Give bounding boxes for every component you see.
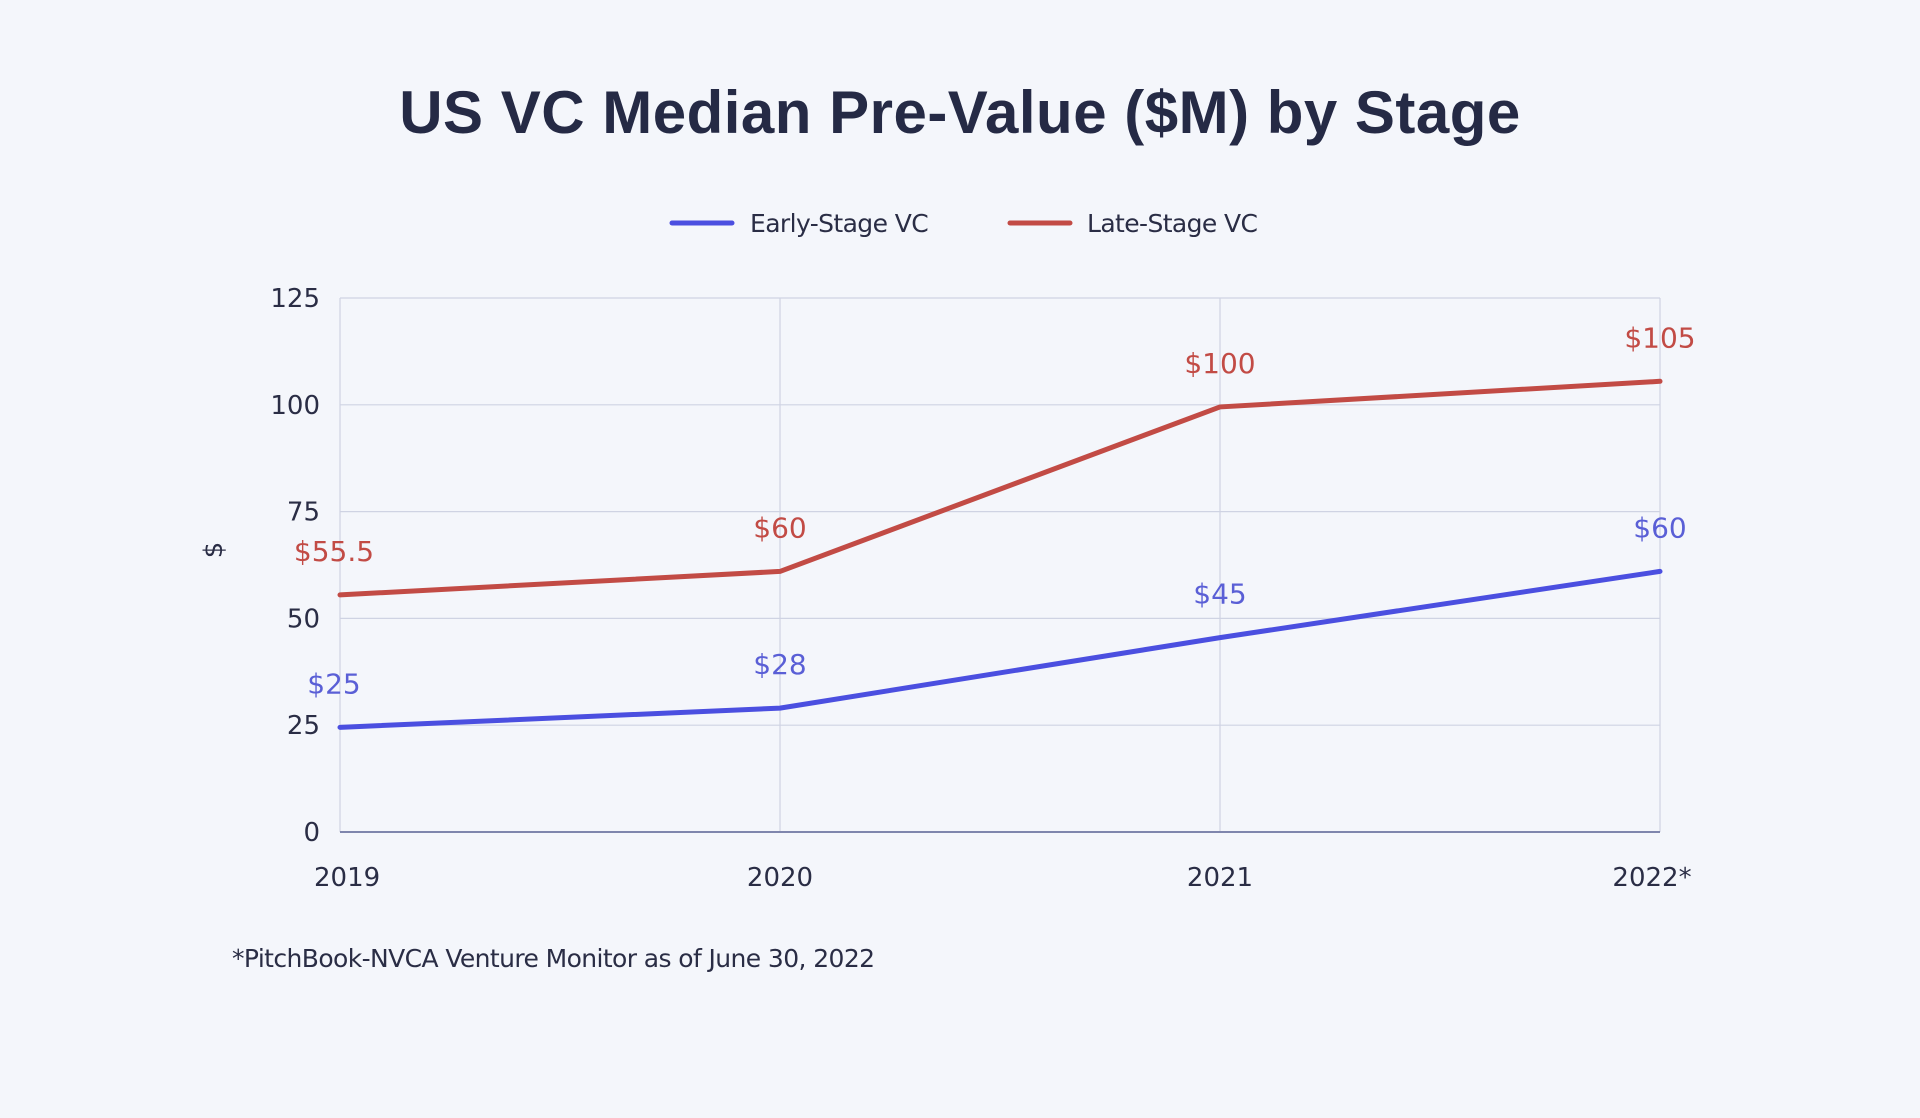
series-lines (337, 378, 1663, 730)
data-label: $25 (307, 667, 360, 700)
y-tick-label: 50 (287, 604, 320, 634)
data-label: $100 (1184, 347, 1255, 380)
grid (339, 297, 1661, 833)
x-tick-label: 2019 (314, 863, 380, 893)
x-tick-label: 2022* (1612, 863, 1691, 893)
data-label: $55.5 (294, 535, 374, 568)
series-line-early-stage (337, 568, 1663, 730)
x-tick-label: 2020 (747, 863, 813, 893)
legend-label: Early-Stage VC (750, 209, 928, 238)
data-label: $28 (753, 648, 806, 681)
y-tick-label: 25 (287, 711, 320, 741)
x-axis-ticks: 2019 2020 2021 2022* (314, 863, 1692, 893)
y-axis-label: $ (199, 542, 229, 559)
data-labels: $25 $28 $45 $60 $55.5 $60 $100 $105 (294, 321, 1696, 700)
legend-label: Late-Stage VC (1087, 209, 1258, 238)
y-axis-ticks: 0 25 50 75 100 125 (270, 284, 320, 848)
chart-title: US VC Median Pre-Value ($M) by Stage (399, 79, 1521, 146)
x-tick-label: 2021 (1187, 863, 1253, 893)
y-tick-label: 75 (287, 498, 320, 528)
footnote: *PitchBook-NVCA Venture Monitor as of Ju… (232, 944, 875, 973)
data-label: $60 (753, 511, 806, 544)
y-tick-label: 100 (270, 391, 320, 421)
legend: Early-Stage VC Late-Stage VC (669, 209, 1258, 238)
data-label: $45 (1193, 578, 1246, 611)
series-line-late-stage (337, 378, 1663, 598)
y-tick-label: 0 (303, 818, 320, 848)
data-label: $60 (1633, 511, 1686, 544)
data-label: $105 (1624, 321, 1695, 354)
y-tick-label: 125 (270, 284, 320, 314)
